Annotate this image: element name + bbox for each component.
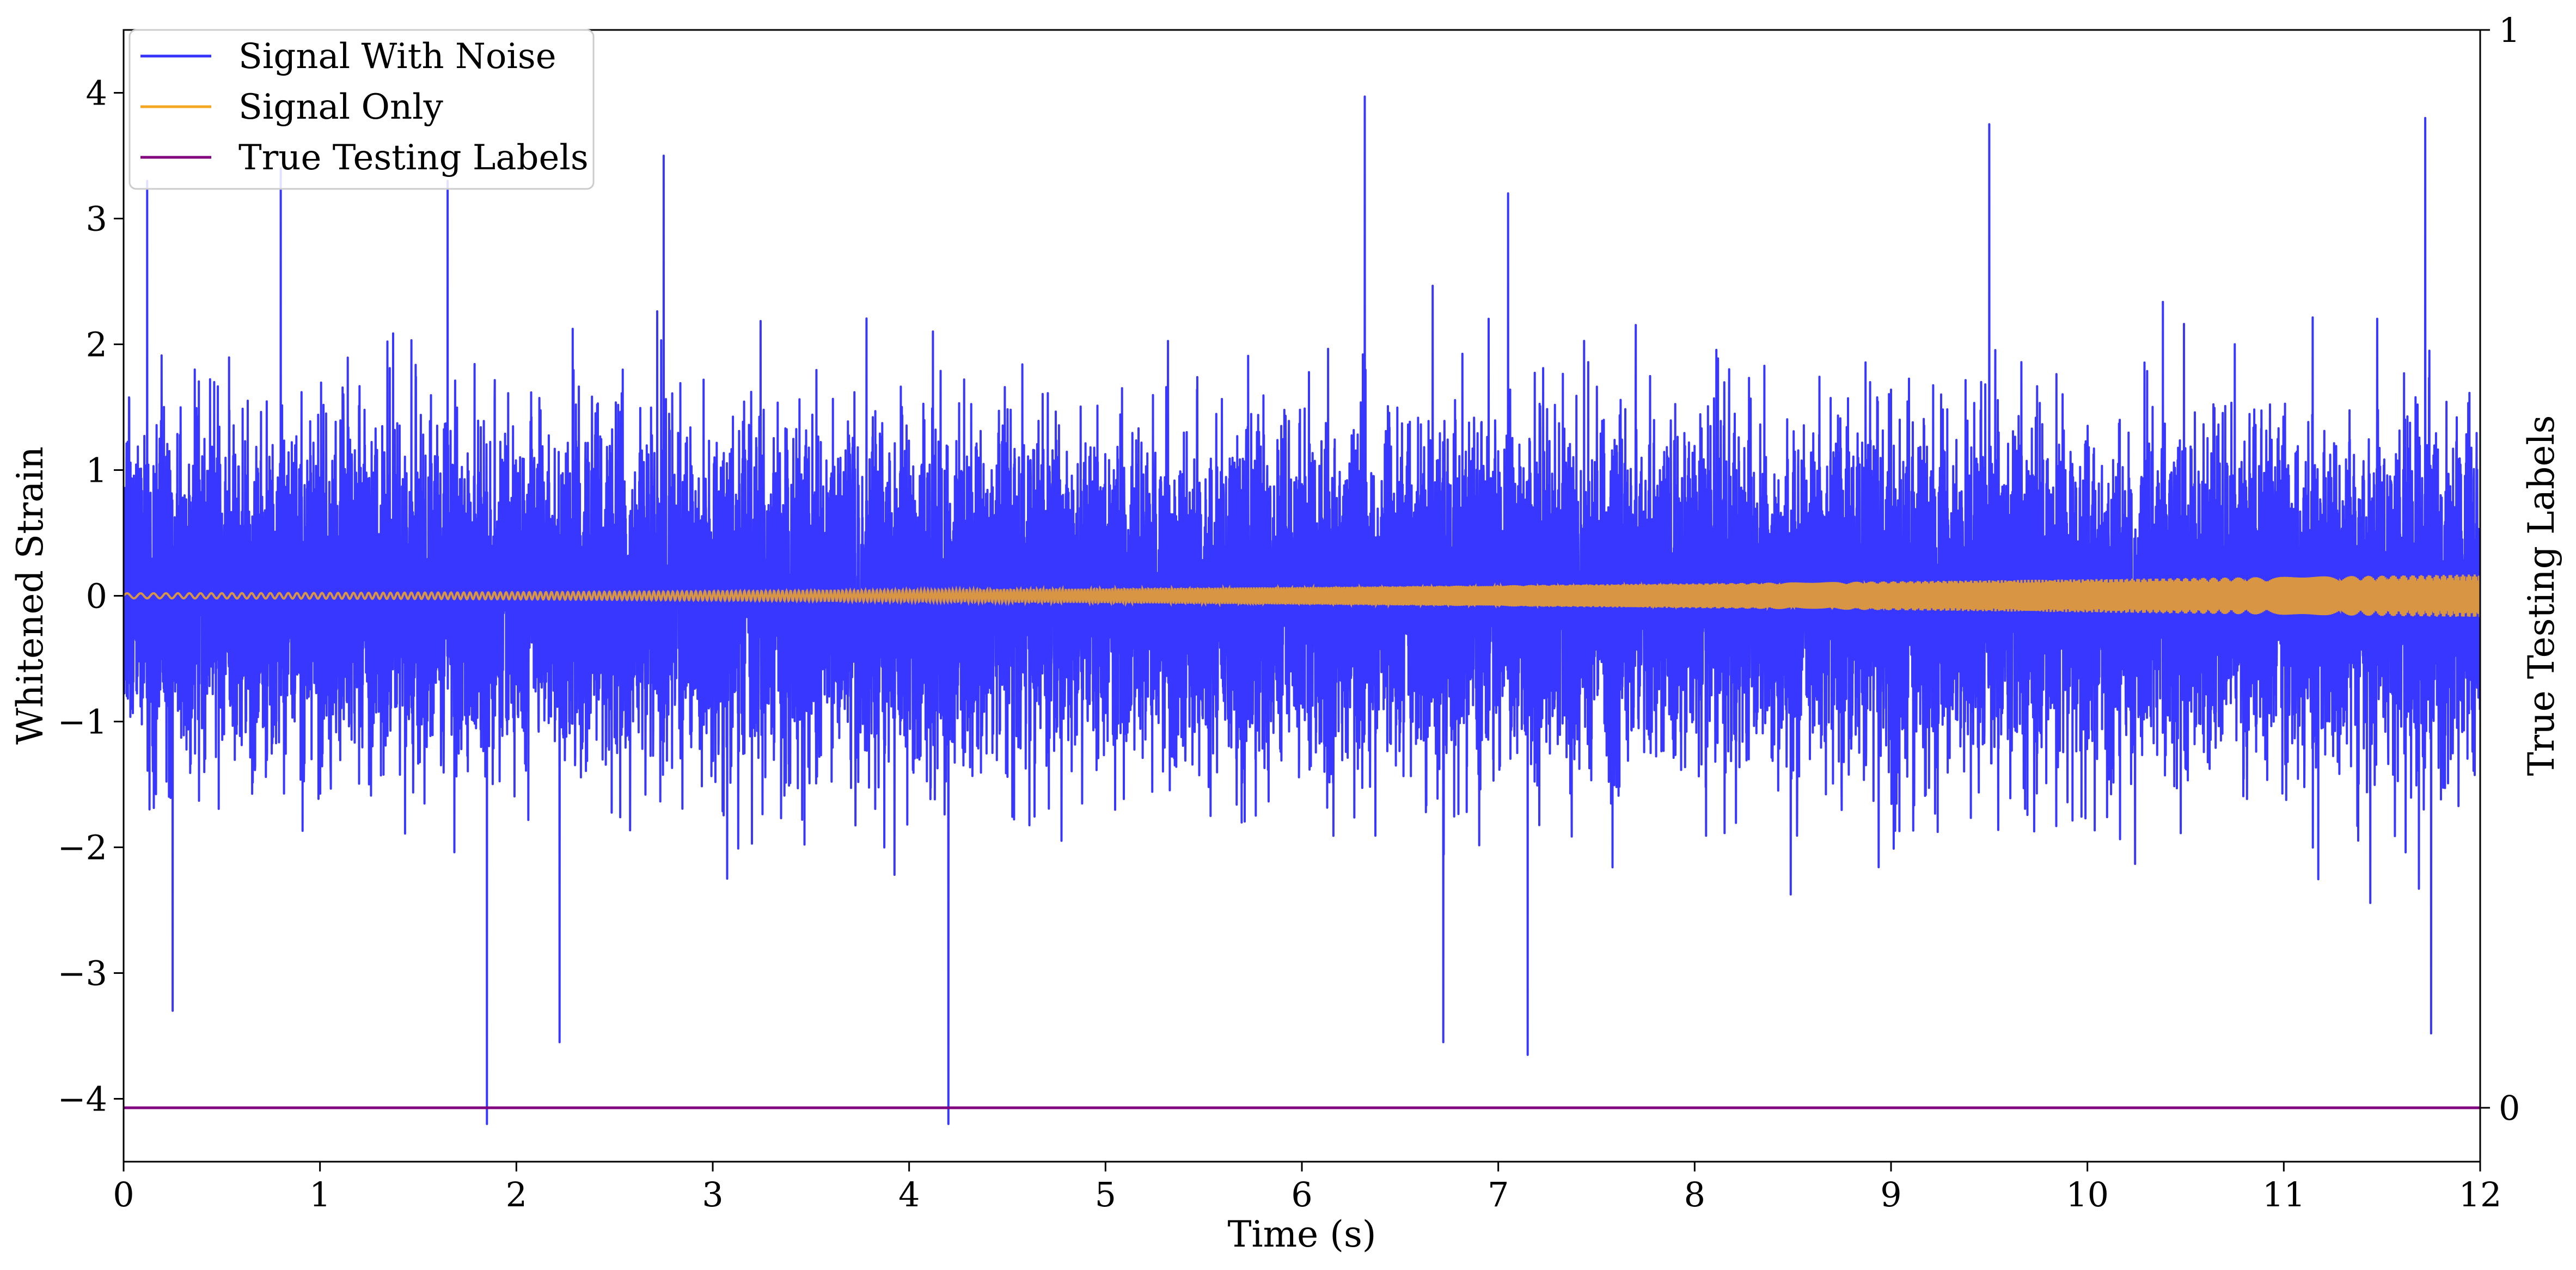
x-tick-label: 7 — [1488, 1175, 1509, 1214]
x-tick-label: 12 — [2459, 1175, 2502, 1214]
legend-entry-true-testing-labels: True Testing Labels — [238, 138, 589, 178]
x-tick-label: 0 — [113, 1175, 134, 1214]
series-signal-with-noise — [124, 95, 2480, 1125]
x-axis-label: Time (s) — [1227, 1213, 1376, 1255]
series-signal-only — [124, 574, 2480, 617]
x-tick-label: 3 — [702, 1175, 723, 1214]
x-tick-label: 5 — [1095, 1175, 1116, 1214]
legend-entry-signal-with-noise: Signal With Noise — [238, 36, 556, 77]
signal-with-noise-line — [124, 95, 2480, 1125]
y-tick-label: 2 — [86, 325, 107, 365]
y2-axis-label: True Testing Labels — [2520, 415, 2562, 776]
y-axis-left: −4 −3 −2 −1 0 1 2 3 4 — [58, 73, 124, 1119]
y-tick-label: −2 — [58, 828, 107, 868]
y-tick-label: 1 — [86, 451, 107, 490]
x-tick-label: 1 — [309, 1175, 331, 1214]
x-tick-label: 11 — [2262, 1175, 2305, 1214]
legend: Signal With Noise Signal Only True Testi… — [129, 29, 595, 190]
x-tick-label: 10 — [2066, 1175, 2109, 1214]
y-tick-label: 3 — [86, 199, 107, 239]
x-tick-label: 6 — [1291, 1175, 1312, 1214]
y2-tick-label: 0 — [2499, 1088, 2520, 1128]
x-tick-label: 4 — [898, 1175, 920, 1214]
y-tick-label: 4 — [86, 73, 107, 113]
x-tick-label: 2 — [506, 1175, 527, 1214]
y-axis-label: Whitened Strain — [9, 446, 51, 745]
plot-area — [124, 95, 2480, 1125]
legend-entry-signal-only: Signal Only — [238, 87, 443, 127]
legend-box — [129, 29, 595, 190]
y2-tick-label: 1 — [2499, 10, 2520, 50]
x-axis: 0 1 2 3 4 5 6 7 8 9 10 11 12 — [113, 1162, 2501, 1214]
x-tick-label: 9 — [1880, 1175, 1901, 1214]
y-tick-label: −3 — [58, 954, 107, 993]
y-tick-label: −4 — [58, 1079, 107, 1119]
y-tick-label: −1 — [58, 702, 107, 742]
y-tick-label: 0 — [86, 576, 107, 616]
x-tick-label: 8 — [1684, 1175, 1705, 1214]
y-axis-right: 01 — [2480, 10, 2520, 1128]
signal-only-line — [124, 574, 2480, 617]
